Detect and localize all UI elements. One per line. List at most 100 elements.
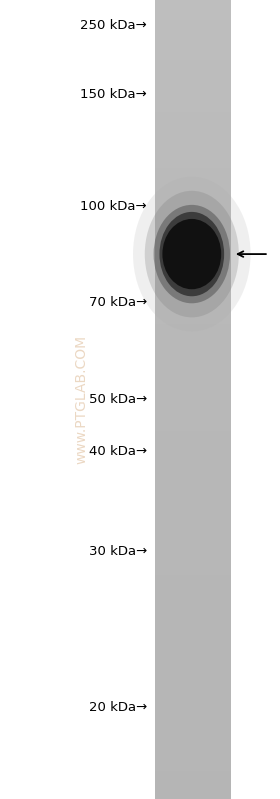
Bar	[155, 276, 231, 280]
Bar	[155, 400, 231, 403]
Bar	[155, 451, 231, 455]
Text: 50 kDa→: 50 kDa→	[89, 393, 147, 406]
Bar	[155, 743, 231, 747]
Bar	[155, 511, 231, 515]
Bar	[155, 775, 231, 779]
Bar	[155, 707, 231, 711]
Text: 150 kDa→: 150 kDa→	[80, 88, 147, 101]
Bar	[155, 84, 231, 88]
Bar	[155, 687, 231, 691]
Bar	[155, 356, 231, 360]
Bar	[155, 388, 231, 392]
Bar	[155, 396, 231, 400]
Bar	[155, 639, 231, 643]
Bar	[155, 783, 231, 787]
Bar	[155, 479, 231, 483]
Text: 20 kDa→: 20 kDa→	[89, 701, 147, 714]
Bar	[155, 747, 231, 751]
Bar	[155, 483, 231, 487]
Bar	[155, 715, 231, 719]
Bar	[155, 535, 231, 539]
Bar	[155, 443, 231, 447]
Bar	[155, 348, 231, 352]
Bar	[155, 248, 231, 252]
Bar	[155, 200, 231, 204]
Bar	[155, 607, 231, 611]
Bar	[155, 559, 231, 563]
Bar	[155, 575, 231, 579]
Bar	[155, 168, 231, 172]
Bar	[155, 328, 231, 332]
Bar	[155, 72, 231, 76]
Bar	[155, 264, 231, 268]
Bar	[155, 751, 231, 755]
Bar	[155, 140, 231, 144]
Bar	[155, 627, 231, 631]
Bar	[155, 100, 231, 104]
Text: 30 kDa→: 30 kDa→	[89, 545, 147, 558]
Bar	[155, 376, 231, 380]
Bar	[155, 695, 231, 699]
Bar	[155, 675, 231, 679]
Bar	[155, 719, 231, 723]
Bar	[155, 547, 231, 551]
Bar	[155, 467, 231, 471]
Bar	[155, 368, 231, 372]
Bar	[155, 635, 231, 639]
Bar	[155, 735, 231, 739]
Bar	[155, 539, 231, 543]
Bar	[155, 439, 231, 443]
Bar	[155, 623, 231, 627]
Bar	[155, 579, 231, 583]
Bar	[155, 475, 231, 479]
Bar	[155, 52, 231, 56]
Bar	[155, 551, 231, 555]
Bar	[155, 619, 231, 623]
Ellipse shape	[145, 191, 239, 317]
Bar	[155, 80, 231, 84]
Bar	[155, 224, 231, 228]
Bar	[155, 88, 231, 92]
Bar	[155, 571, 231, 575]
Bar	[155, 523, 231, 527]
Bar	[155, 495, 231, 499]
Bar	[155, 447, 231, 451]
Bar	[155, 731, 231, 735]
Bar	[155, 503, 231, 507]
Bar	[155, 20, 231, 24]
Bar	[155, 64, 231, 68]
Bar	[155, 24, 231, 28]
Bar	[155, 727, 231, 731]
Bar	[155, 667, 231, 671]
Bar	[155, 308, 231, 312]
Bar	[155, 352, 231, 356]
Bar	[155, 771, 231, 775]
Bar	[155, 92, 231, 96]
Bar	[155, 172, 231, 176]
Bar	[155, 739, 231, 743]
Bar	[155, 220, 231, 224]
Bar	[155, 755, 231, 759]
Bar	[155, 531, 231, 535]
Bar	[155, 360, 231, 364]
Bar	[155, 336, 231, 340]
Bar	[155, 427, 231, 431]
Bar	[155, 0, 231, 4]
Bar	[155, 236, 231, 240]
Bar	[155, 132, 231, 136]
Bar	[155, 296, 231, 300]
Bar	[155, 160, 231, 164]
Bar	[155, 703, 231, 707]
Bar	[155, 164, 231, 168]
Bar	[155, 152, 231, 156]
Bar	[155, 36, 231, 40]
Bar	[155, 403, 231, 407]
Bar	[155, 148, 231, 152]
Bar	[155, 435, 231, 439]
Bar	[155, 340, 231, 344]
Bar	[155, 767, 231, 771]
Bar	[155, 567, 231, 571]
Bar	[155, 527, 231, 531]
Bar	[155, 44, 231, 48]
Bar	[155, 48, 231, 52]
